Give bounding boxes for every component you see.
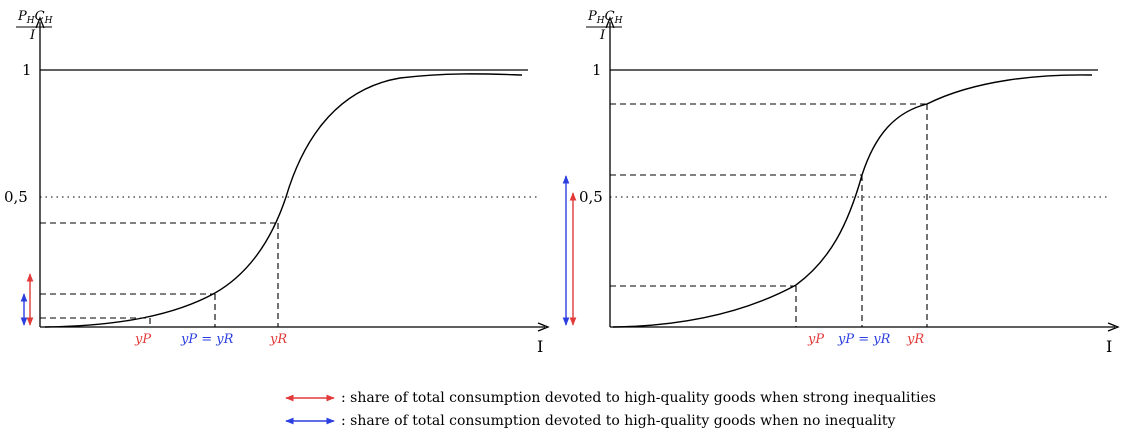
left-panel: PHCH I 1 0,5 yP yP = yR yR I (4, 9, 550, 356)
left-tick-half: 0,5 (4, 188, 28, 206)
left-label-yp: yP (134, 332, 151, 347)
left-x-axis-label: I (537, 337, 543, 356)
legend-red-text: : share of total consumption devoted to … (341, 390, 936, 406)
left-y-axis-label: PHCH I (16, 9, 53, 43)
svg-text:PHCH: PHCH (587, 9, 623, 26)
legend-blue-text: : share of total consumption devoted to … (341, 413, 896, 429)
right-curve (612, 74, 1093, 328)
left-label-yr: yR (269, 332, 287, 347)
left-tick-1: 1 (22, 61, 32, 79)
right-label-ypyr: yP = yR (837, 332, 891, 347)
left-label-ypyr: yP = yR (180, 332, 234, 347)
svg-text:I: I (29, 28, 36, 43)
svg-text:PHCH: PHCH (17, 9, 53, 26)
svg-text:I: I (599, 28, 606, 43)
left-curve (44, 73, 523, 328)
right-x-axis-label: I (1106, 337, 1112, 356)
right-panel: PHCH I 1 0,5 yP yP = yR yR I (562, 9, 1120, 356)
right-tick-half: 0,5 (579, 188, 603, 206)
right-label-yr: yR (906, 332, 924, 347)
right-label-yp: yP (807, 332, 824, 347)
right-tick-1: 1 (592, 61, 602, 79)
legend: : share of total consumption devoted to … (285, 390, 936, 429)
right-y-axis-label: PHCH I (586, 9, 623, 43)
